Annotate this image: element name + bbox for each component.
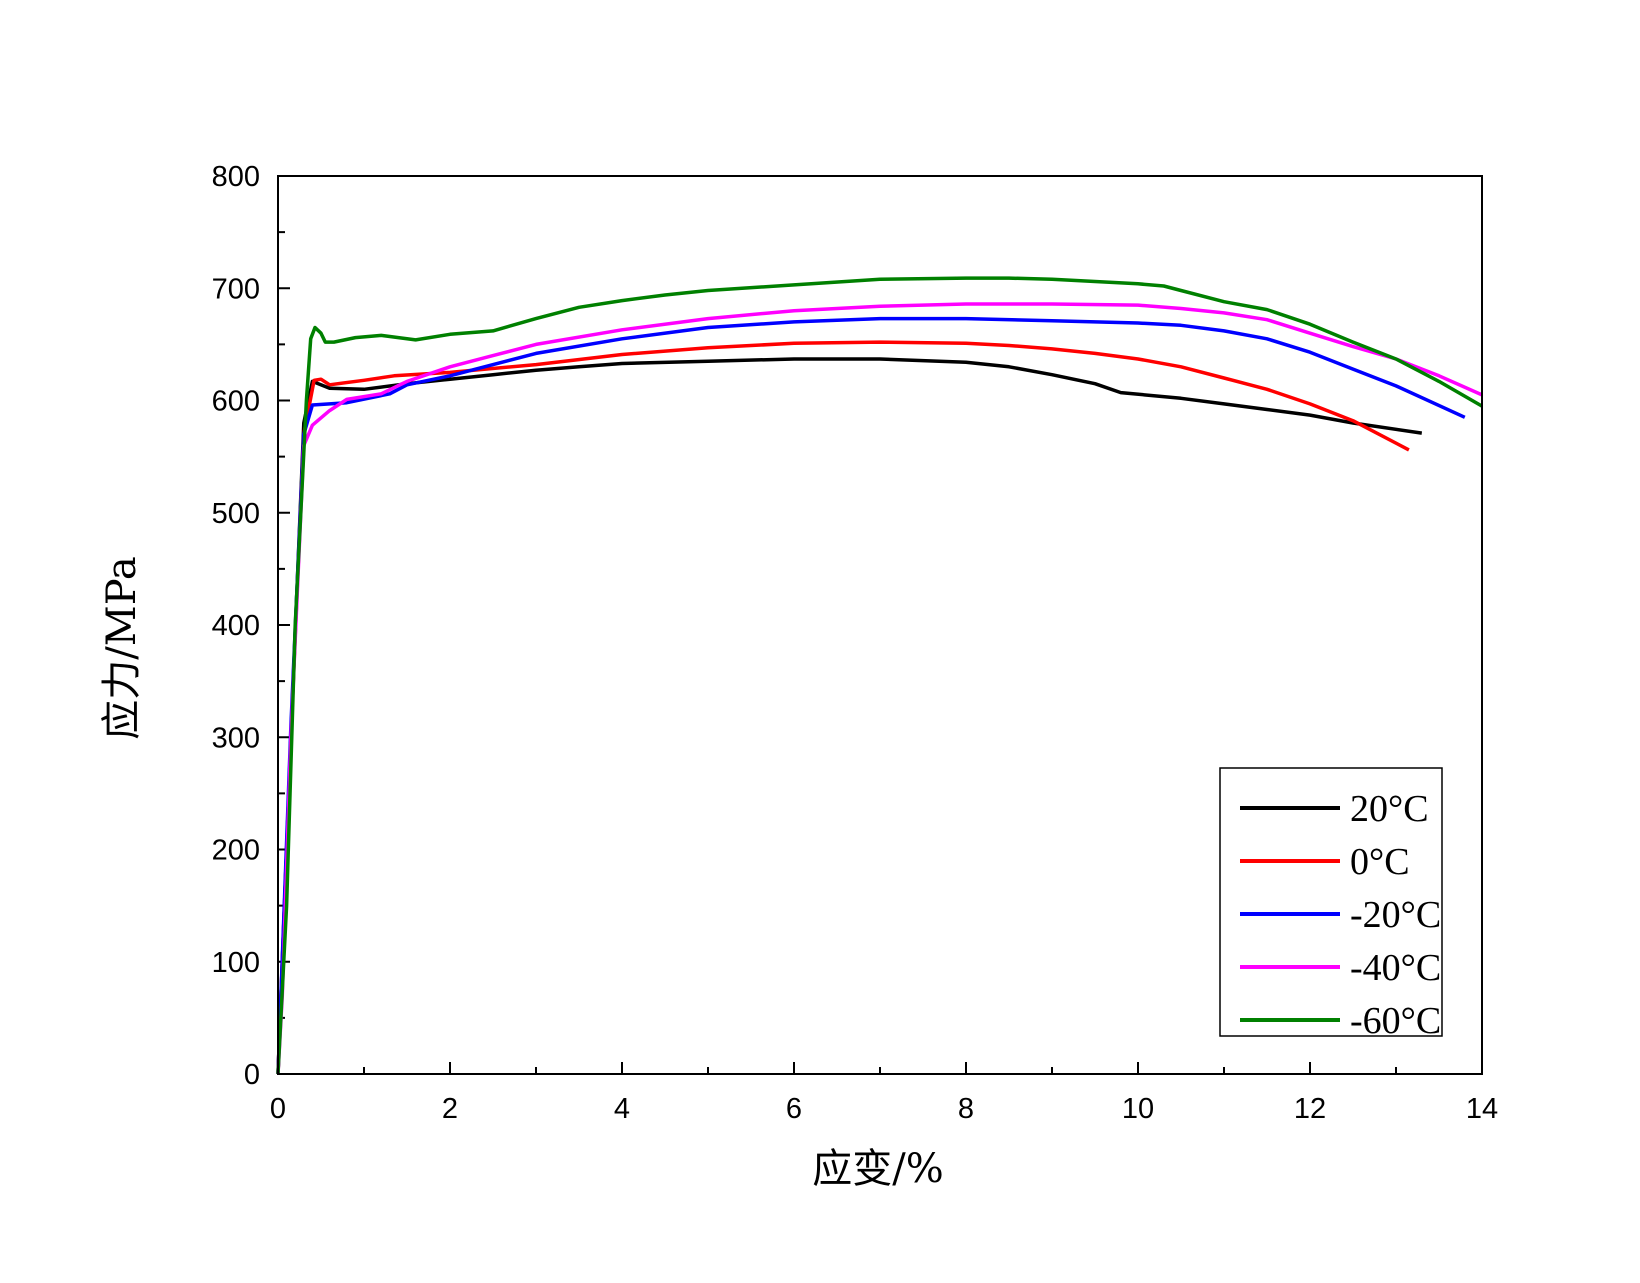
- legend-label: 20°C: [1350, 788, 1429, 830]
- y-tick-label: 600: [212, 386, 260, 418]
- legend-label: -40°C: [1350, 947, 1441, 989]
- series-line-5: [276, 276, 1483, 1075]
- x-tick-label: 0: [270, 1093, 286, 1125]
- y-tick-label: 500: [212, 498, 260, 530]
- plot-frame: [277, 175, 1483, 1075]
- x-tick-label: 6: [786, 1093, 802, 1125]
- y-tick-label: 800: [212, 161, 260, 193]
- series-line-1: [276, 357, 1423, 1075]
- legend-label: -20°C: [1350, 894, 1441, 936]
- legend-box: [1219, 767, 1443, 1037]
- y-tick-label: 0: [244, 1059, 260, 1091]
- x-tick-label: 2: [442, 1093, 458, 1125]
- x-tick-label: 10: [1122, 1093, 1154, 1125]
- y-tick-label: 100: [212, 947, 260, 979]
- legend-label: -60°C: [1350, 1000, 1441, 1042]
- y-axis-title: 应力/MPa: [99, 556, 145, 739]
- x-axis-ticks: 0 2 4 6 8 10 12 14: [270, 1062, 1498, 1125]
- x-tick-label: 4: [614, 1093, 630, 1125]
- y-tick-label: 700: [212, 273, 260, 305]
- y-axis-ticks: 0 100 200 300 400 500 600 700 800: [212, 161, 290, 1091]
- series-line-2: [276, 340, 1410, 1075]
- series-line-4: [276, 302, 1483, 1075]
- y-tick-label: 400: [212, 610, 260, 642]
- series-line-3: [276, 316, 1466, 1075]
- x-tick-label: 8: [958, 1093, 974, 1125]
- series-layer: [276, 276, 1483, 1075]
- legend-label: 0°C: [1350, 841, 1410, 883]
- y-tick-label: 300: [212, 722, 260, 754]
- x-tick-label: 12: [1294, 1093, 1326, 1125]
- y-tick-label: 200: [212, 835, 260, 867]
- x-tick-label: 14: [1466, 1093, 1498, 1125]
- legend: 20°C 0°C -20°C -40°C -60°C: [1219, 767, 1443, 1042]
- x-axis-title: 应变/%: [812, 1146, 943, 1192]
